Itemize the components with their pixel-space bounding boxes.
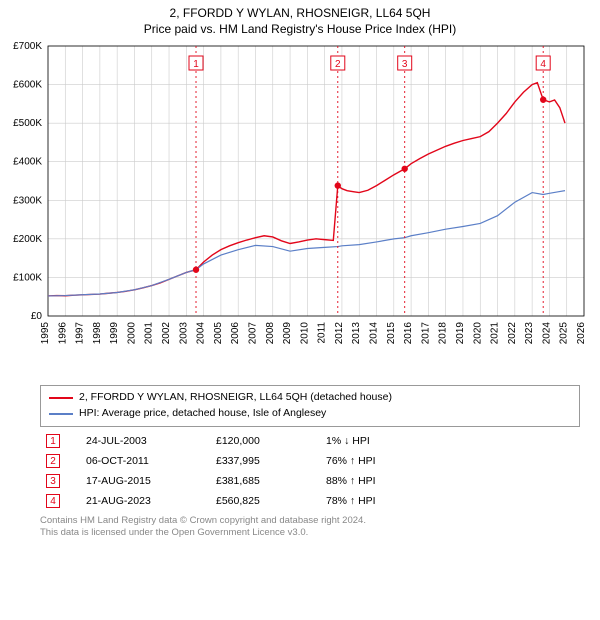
chart-title-1: 2, FFORDD Y WYLAN, RHOSNEIGR, LL64 5QH <box>0 6 600 20</box>
svg-text:2021: 2021 <box>490 322 501 345</box>
sale-date: 06-OCT-2011 <box>80 451 210 471</box>
sales-table: 124-JUL-2003£120,0001% ↓ HPI206-OCT-2011… <box>40 431 580 511</box>
sale-price: £120,000 <box>210 431 320 451</box>
svg-text:2023: 2023 <box>524 322 535 345</box>
table-row: 124-JUL-2003£120,0001% ↓ HPI <box>40 431 580 451</box>
svg-text:2006: 2006 <box>230 322 241 345</box>
svg-text:£100K: £100K <box>13 272 42 283</box>
svg-text:2024: 2024 <box>541 322 552 345</box>
chart-title-2: Price paid vs. HM Land Registry's House … <box>0 22 600 36</box>
svg-text:2018: 2018 <box>438 322 449 345</box>
svg-text:1: 1 <box>193 59 199 70</box>
svg-text:2025: 2025 <box>559 322 570 345</box>
legend-item: 2, FFORDD Y WYLAN, RHOSNEIGR, LL64 5QH (… <box>49 390 571 406</box>
footer-line-2: This data is licensed under the Open Gov… <box>40 527 580 539</box>
svg-text:2013: 2013 <box>351 322 362 345</box>
sale-date: 24-JUL-2003 <box>80 431 210 451</box>
legend-label: HPI: Average price, detached house, Isle… <box>79 406 326 422</box>
table-row: 421-AUG-2023£560,82578% ↑ HPI <box>40 491 580 511</box>
price-chart: £0 £100K £200K £300K £400K £500K £600K £700K 199… <box>0 36 600 376</box>
legend-swatch <box>49 397 73 399</box>
svg-text:£0: £0 <box>31 311 43 322</box>
svg-text:2009: 2009 <box>282 322 293 345</box>
svg-text:2012: 2012 <box>334 322 345 345</box>
sale-price: £337,995 <box>210 451 320 471</box>
chart-container: £0 £100K £200K £300K £400K £500K £600K £700K 199… <box>0 36 600 379</box>
svg-text:2016: 2016 <box>403 322 414 345</box>
svg-text:2014: 2014 <box>369 322 380 345</box>
svg-text:£400K: £400K <box>13 157 42 168</box>
sale-num-cell: 4 <box>40 491 80 511</box>
sale-pct: 76% ↑ HPI <box>320 451 580 471</box>
sale-pct: 1% ↓ HPI <box>320 431 580 451</box>
svg-text:2026: 2026 <box>576 322 587 345</box>
svg-text:1995: 1995 <box>40 322 51 345</box>
svg-text:£300K: £300K <box>13 195 42 206</box>
sale-date: 17-AUG-2015 <box>80 471 210 491</box>
table-row: 317-AUG-2015£381,68588% ↑ HPI <box>40 471 580 491</box>
table-row: 206-OCT-2011£337,99576% ↑ HPI <box>40 451 580 471</box>
sale-num-cell: 1 <box>40 431 80 451</box>
svg-text:1996: 1996 <box>57 322 68 345</box>
svg-text:2019: 2019 <box>455 322 466 345</box>
svg-text:2010: 2010 <box>299 322 310 345</box>
svg-text:2020: 2020 <box>472 322 483 345</box>
svg-text:£200K: £200K <box>13 234 42 245</box>
sale-num-cell: 2 <box>40 451 80 471</box>
svg-text:2000: 2000 <box>126 322 137 345</box>
sale-num-cell: 3 <box>40 471 80 491</box>
svg-text:£500K: £500K <box>13 118 42 129</box>
svg-text:£700K: £700K <box>13 41 42 52</box>
svg-text:1997: 1997 <box>75 322 86 345</box>
svg-text:2005: 2005 <box>213 322 224 345</box>
footer-line-1: Contains HM Land Registry data © Crown c… <box>40 515 580 527</box>
svg-text:4: 4 <box>540 59 546 70</box>
sale-pct: 78% ↑ HPI <box>320 491 580 511</box>
svg-text:2008: 2008 <box>265 322 276 345</box>
svg-text:2: 2 <box>335 59 341 70</box>
sale-price: £560,825 <box>210 491 320 511</box>
sale-date: 21-AUG-2023 <box>80 491 210 511</box>
svg-text:2011: 2011 <box>317 322 328 344</box>
svg-text:2017: 2017 <box>420 322 431 345</box>
sale-pct: 88% ↑ HPI <box>320 471 580 491</box>
svg-text:2007: 2007 <box>247 322 258 345</box>
sale-price: £381,685 <box>210 471 320 491</box>
svg-text:£600K: £600K <box>13 80 42 91</box>
svg-text:2001: 2001 <box>144 322 155 345</box>
legend: 2, FFORDD Y WYLAN, RHOSNEIGR, LL64 5QH (… <box>40 385 580 427</box>
svg-text:2015: 2015 <box>386 322 397 345</box>
legend-swatch <box>49 413 73 415</box>
svg-text:2003: 2003 <box>178 322 189 345</box>
svg-text:2022: 2022 <box>507 322 518 345</box>
svg-text:1999: 1999 <box>109 322 120 345</box>
legend-label: 2, FFORDD Y WYLAN, RHOSNEIGR, LL64 5QH (… <box>79 390 392 406</box>
svg-text:3: 3 <box>402 59 408 70</box>
svg-text:2004: 2004 <box>196 322 207 345</box>
footer-attribution: Contains HM Land Registry data © Crown c… <box>40 515 580 540</box>
legend-item: HPI: Average price, detached house, Isle… <box>49 406 571 422</box>
svg-text:2002: 2002 <box>161 322 172 345</box>
svg-text:1998: 1998 <box>92 322 103 345</box>
